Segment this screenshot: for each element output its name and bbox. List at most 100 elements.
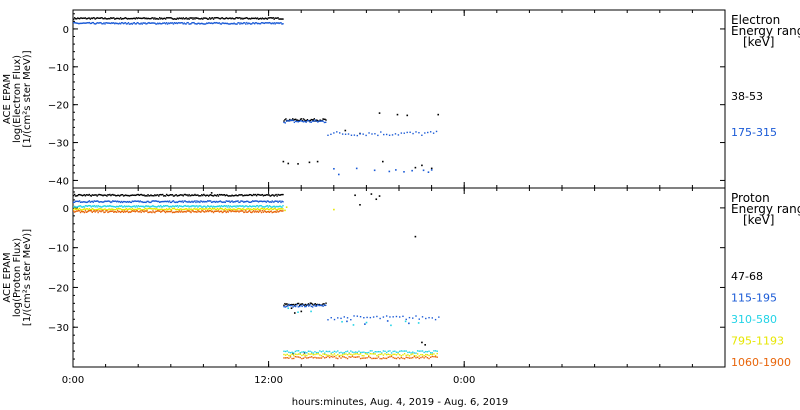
- data-point: [264, 210, 267, 213]
- data-point: [165, 200, 168, 203]
- data-point: [77, 22, 80, 25]
- data-point: [219, 206, 222, 208]
- series-47-68: [73, 192, 426, 355]
- data-point: [283, 305, 285, 308]
- data-point: [333, 318, 336, 321]
- data-point: [171, 22, 174, 24]
- data-point: [275, 211, 277, 213]
- data-point: [168, 207, 171, 210]
- data-point: [382, 357, 385, 359]
- data-point: [87, 209, 90, 211]
- data-point: [395, 315, 398, 318]
- data-point: [206, 208, 208, 210]
- data-point: [394, 353, 396, 356]
- data-point: [172, 18, 175, 20]
- data-point: [208, 206, 211, 208]
- data-point: [154, 207, 156, 210]
- data-point: [216, 207, 219, 210]
- y-tick-label: −10: [48, 63, 69, 74]
- data-point: [102, 17, 104, 20]
- data-point: [390, 352, 393, 354]
- data-point: [144, 17, 146, 20]
- data-point: [209, 207, 212, 210]
- data-point: [182, 195, 184, 197]
- data-point: [324, 121, 327, 124]
- data-point: [212, 205, 215, 208]
- data-point: [154, 211, 156, 214]
- data-point: [248, 22, 250, 24]
- data-point: [141, 209, 143, 212]
- data-point: [103, 201, 105, 203]
- data-point: [178, 17, 181, 19]
- data-point: [259, 194, 262, 196]
- data-point: [147, 211, 149, 214]
- data-point: [434, 354, 437, 357]
- data-point: [164, 205, 167, 207]
- data-point: [226, 194, 228, 197]
- data-point: [145, 17, 147, 19]
- data-point: [110, 208, 112, 211]
- data-point: [178, 205, 181, 207]
- data-point: [345, 350, 347, 353]
- data-point: [114, 205, 116, 208]
- data-point: [177, 18, 180, 20]
- data-point: [333, 208, 335, 211]
- data-point: [78, 205, 81, 207]
- data-point: [192, 194, 194, 197]
- data-point: [222, 194, 225, 196]
- data-point: [369, 316, 372, 319]
- data-point: [206, 209, 209, 212]
- data-point: [222, 205, 225, 208]
- data-point: [297, 120, 300, 122]
- data-point: [292, 119, 294, 122]
- data-point: [212, 18, 215, 20]
- data-point: [84, 210, 87, 212]
- data-point: [400, 132, 403, 134]
- data-point: [285, 303, 287, 306]
- data-point: [174, 211, 177, 213]
- data-point: [221, 22, 224, 24]
- data-point: [408, 322, 410, 325]
- data-point: [283, 350, 285, 352]
- data-point: [79, 17, 82, 19]
- data-point: [206, 18, 209, 20]
- data-point: [182, 208, 184, 211]
- data-point: [145, 23, 147, 25]
- data-point: [221, 205, 224, 208]
- data-point: [402, 350, 404, 352]
- data-point: [184, 23, 186, 25]
- x-axis-title: hours:minutes, Aug. 4, 2019 - Aug. 6, 20…: [292, 397, 508, 408]
- data-point: [197, 208, 199, 210]
- data-point: [181, 194, 183, 196]
- data-point: [244, 17, 246, 20]
- data-point: [125, 207, 128, 210]
- data-point: [76, 194, 79, 197]
- legend-entry-1060-1900: 1060-1900: [731, 356, 791, 369]
- data-point: [306, 118, 309, 121]
- data-point: [211, 22, 214, 25]
- data-point: [117, 22, 119, 25]
- data-point: [289, 354, 292, 357]
- data-point: [253, 200, 256, 202]
- data-point: [118, 208, 121, 210]
- data-point: [198, 209, 200, 211]
- data-point: [101, 208, 103, 211]
- data-point: [154, 17, 156, 19]
- data-point: [261, 193, 264, 196]
- data-point: [421, 164, 423, 167]
- data-point: [364, 352, 367, 355]
- data-point: [322, 353, 324, 355]
- data-point: [395, 354, 398, 356]
- data-point: [140, 193, 142, 196]
- data-point: [278, 210, 280, 213]
- data-point: [224, 194, 226, 197]
- data-point: [270, 22, 272, 25]
- series-795-1193: [73, 206, 438, 357]
- data-point: [192, 210, 194, 212]
- data-point: [299, 356, 301, 359]
- data-point: [219, 23, 222, 25]
- data-point: [388, 170, 391, 173]
- data-point: [126, 208, 129, 211]
- data-point: [287, 304, 289, 306]
